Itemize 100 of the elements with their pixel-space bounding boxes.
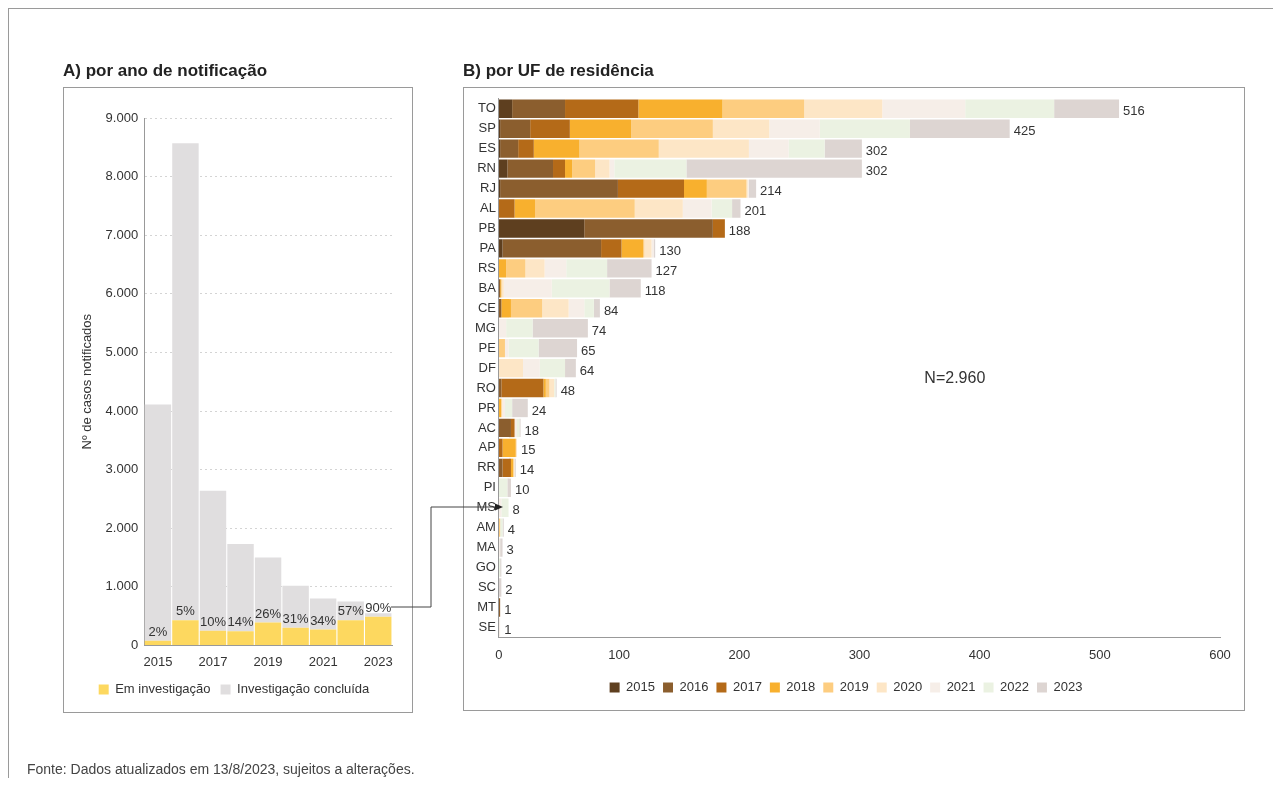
y-tick-label: AM [476, 519, 496, 535]
y-tick-label: 5.000 [105, 343, 139, 359]
y-tick-label: ES [478, 140, 497, 156]
x-tick-label: 2021 [308, 653, 338, 669]
legend-label: 2022 [1000, 679, 1029, 695]
y-tick-label: BA [478, 279, 497, 295]
annotation: 14% [227, 614, 254, 630]
y-tick-label: PI [483, 479, 496, 495]
total-label: 74 [591, 322, 607, 338]
total-label: 302 [865, 143, 888, 159]
x-tick-label: 100 [608, 646, 630, 662]
annotation: 5% [176, 603, 196, 619]
y-axis-title: Nº de casos notificados [79, 313, 95, 450]
total-label: 10 [514, 482, 530, 498]
chart-title: B) por UF de residência [463, 60, 655, 82]
y-tick-label: 6.000 [105, 285, 139, 301]
y-tick-label: AL [480, 200, 496, 216]
y-tick-label: 4.000 [105, 402, 139, 418]
y-tick-label: GO [475, 559, 496, 575]
y-tick-label: SP [478, 120, 496, 136]
total-label: 48 [560, 382, 576, 398]
y-tick-label: AP [478, 439, 496, 455]
annotation: 90% [365, 599, 392, 615]
annotation: N=2.960 [924, 369, 986, 387]
annotation: 31% [282, 610, 310, 626]
y-tick-label: 1.000 [105, 578, 139, 594]
y-tick-label: RS [477, 259, 497, 275]
y-tick-label: SC [477, 579, 496, 595]
total-label: 425 [1013, 123, 1036, 139]
y-tick-label: 9.000 [105, 109, 139, 125]
total-label: 1 [504, 602, 512, 618]
y-tick-label: CE [477, 299, 497, 315]
legend-label: Em investigação [115, 681, 211, 697]
annotation: 10% [199, 613, 227, 629]
legend-label: 2023 [1053, 679, 1083, 695]
y-tick-label: MT [477, 599, 496, 615]
legend-label: Investigação concluída [237, 681, 371, 697]
total-label: 64 [579, 362, 595, 378]
legend-label: 2019 [839, 679, 869, 695]
total-label: 214 [760, 183, 782, 199]
total-label: 201 [744, 203, 767, 219]
total-label: 188 [728, 223, 751, 239]
total-label: 65 [581, 342, 596, 358]
total-label: 118 [644, 282, 666, 298]
x-tick-label: 2019 [253, 653, 283, 669]
chart-title: A) por ano de notificação [63, 60, 269, 82]
x-tick-label: 2023 [363, 653, 393, 669]
y-tick-label: RJ [480, 180, 496, 196]
y-tick-label: RN [477, 160, 496, 176]
total-label: 516 [1123, 103, 1145, 119]
x-tick-label: 200 [728, 646, 751, 662]
y-tick-label: AC [477, 419, 496, 435]
total-label: 2 [505, 562, 513, 578]
y-tick-label: DF [478, 359, 496, 375]
total-label: 84 [603, 302, 619, 318]
y-tick-label: 0 [130, 636, 139, 652]
source-note: Fonte: Dados atualizados em 13/8/2023, sujeitos a alterações. [27, 761, 415, 777]
x-tick-label: 400 [968, 646, 991, 662]
legend-label: 2020 [893, 679, 923, 695]
total-label: 1 [504, 622, 512, 637]
y-tick-label: TO [478, 100, 496, 116]
y-tick-label: RO [476, 379, 496, 395]
y-tick-label: 7.000 [105, 226, 139, 242]
annotation: 34% [310, 612, 337, 628]
total-label: 3 [506, 542, 514, 558]
y-tick-label: PR [477, 399, 496, 415]
y-tick-label: PA [479, 239, 497, 255]
y-tick-label: MS [476, 499, 497, 515]
legend-label: 2016 [679, 679, 709, 695]
y-tick-label: SE [478, 619, 497, 634]
y-tick-label: MA [476, 539, 497, 555]
y-tick-label: MG [474, 319, 496, 335]
total-label: 302 [865, 163, 888, 179]
legend-label: 2015 [626, 679, 656, 695]
total-label: 4 [507, 522, 515, 538]
y-tick-label: PB [478, 220, 496, 236]
total-label: 15 [520, 442, 536, 458]
total-label: 18 [524, 422, 540, 438]
x-tick-label: 600 [1209, 646, 1231, 662]
total-label: 2 [505, 582, 513, 598]
total-label: 8 [512, 502, 520, 518]
total-label: 130 [659, 242, 681, 258]
y-tick-label: 2.000 [105, 519, 139, 535]
annotation: 57% [337, 603, 365, 619]
y-tick-label: RR [477, 459, 496, 475]
legend-label: 2017 [732, 679, 762, 695]
annotation: 26% [255, 605, 282, 621]
total-label: 14 [519, 462, 535, 478]
y-tick-label: 3.000 [105, 461, 139, 477]
x-tick-label: 500 [1088, 646, 1111, 662]
x-tick-label: 2015 [143, 653, 173, 669]
total-label: 24 [531, 402, 547, 418]
total-label: 127 [655, 262, 678, 278]
x-tick-label: 300 [848, 646, 871, 662]
x-tick-label: 2017 [198, 653, 228, 669]
annotation: 2% [148, 623, 168, 639]
y-tick-label: PE [478, 339, 497, 355]
legend-label: 2018 [786, 679, 816, 695]
y-tick-label: 8.000 [105, 168, 139, 184]
legend-label: 2021 [946, 679, 976, 695]
